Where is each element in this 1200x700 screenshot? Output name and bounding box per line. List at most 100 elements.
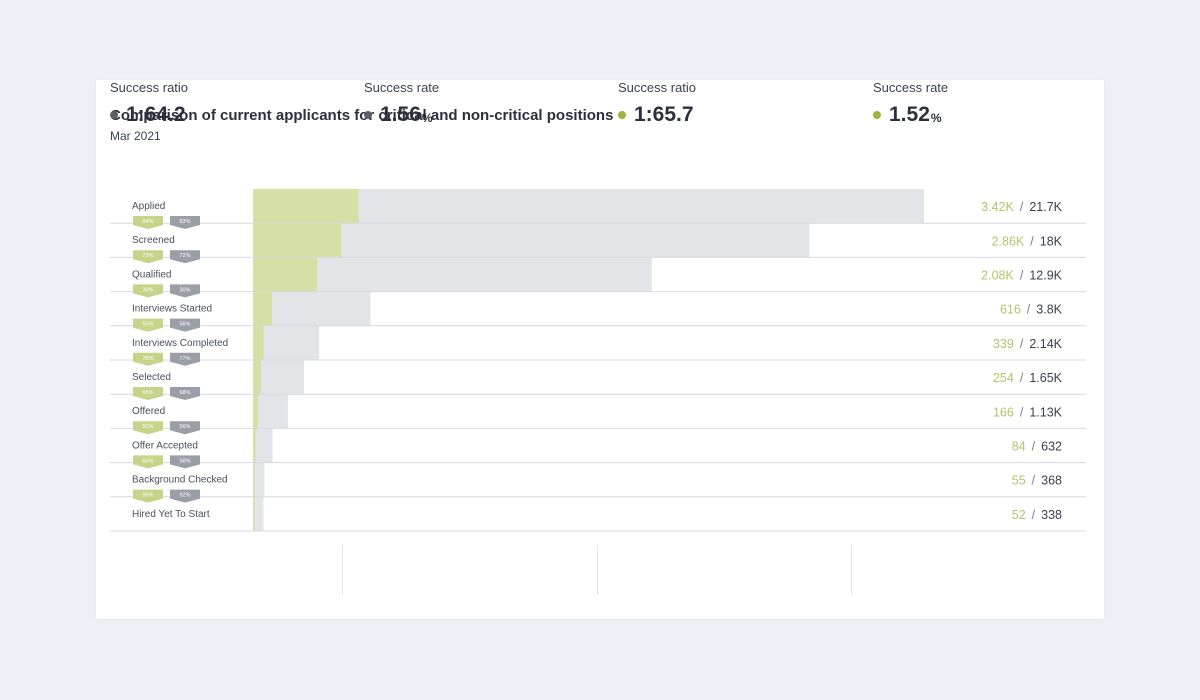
critical-dot-icon — [618, 111, 626, 119]
stage-label: Offer Accepted — [132, 440, 198, 451]
critical-conversion-badge-shape — [133, 216, 163, 229]
total-conversion-badge-label: 72% — [179, 253, 190, 259]
chart-subtitle: Mar 2021 — [110, 129, 161, 143]
critical-bar — [253, 496, 255, 531]
critical-value-label: 55 — [1012, 474, 1026, 488]
stage-label: Qualified — [132, 269, 171, 280]
total-bar — [253, 462, 265, 497]
stat-success-ratio-total: Success ratio 1:64.2 — [110, 80, 188, 136]
total-bar — [253, 394, 288, 429]
stat-success-rate-critical: Success rate 1.52 % — [873, 80, 948, 136]
total-bar — [253, 257, 652, 292]
total-value-label: 368 — [1041, 474, 1062, 488]
stat-success-rate-total: Success rate 1.56 % — [364, 80, 439, 136]
total-conversion-badge-label: 77% — [179, 356, 190, 362]
stat-label: Success rate — [364, 80, 440, 95]
total-value-label: 1.65K — [1029, 371, 1062, 385]
critical-conversion-badge-label: 95% — [142, 493, 153, 499]
total-value-label: 21.7K — [1029, 200, 1062, 214]
stat-divider — [342, 545, 343, 595]
value-separator: / — [1020, 200, 1024, 214]
critical-conversion-badge-label: 75% — [142, 356, 153, 362]
total-value-label: 3.8K — [1036, 303, 1062, 317]
critical-bar — [253, 428, 256, 463]
stat-value: 1:64.2 — [126, 103, 186, 126]
critical-conversion-badge-shape — [133, 352, 163, 366]
critical-value-label: 616 — [1000, 303, 1021, 317]
total-bar — [253, 291, 371, 326]
critical-bar — [253, 189, 359, 224]
total-conversion-badge-label: 30% — [179, 287, 190, 293]
critical-bar — [253, 325, 264, 360]
stage-label: Screened — [132, 235, 175, 246]
stage-label: Background Checked — [132, 475, 228, 486]
value-separator: / — [1032, 440, 1036, 454]
total-conversion-badge-label: 92% — [179, 493, 190, 499]
total-conversion-badge-shape — [170, 489, 200, 503]
value-separator: / — [1020, 371, 1024, 385]
total-bar — [253, 360, 305, 395]
critical-value-label: 52 — [1012, 508, 1026, 522]
critical-conversion-badge-label: 55% — [142, 322, 153, 328]
total-conversion-badge-shape — [170, 216, 200, 229]
stat-label: Success ratio — [110, 80, 189, 95]
critical-conversion-badge-shape — [133, 284, 163, 298]
critical-value-label: 166 — [993, 405, 1014, 419]
critical-conversion-badge-label: 73% — [142, 253, 153, 259]
stat-divider — [597, 545, 598, 595]
total-bar — [253, 223, 810, 258]
stage-label: Hired Yet To Start — [132, 509, 210, 520]
total-value-label: 12.9K — [1029, 269, 1062, 283]
critical-value-label: 2.08K — [981, 269, 1014, 283]
critical-conversion-badge-shape — [133, 489, 163, 503]
critical-bar — [253, 291, 273, 326]
critical-value-label: 2.86K — [992, 234, 1025, 248]
critical-value-label: 84 — [1012, 440, 1026, 454]
funnel-card: Comparison of current applicants for cri… — [96, 80, 1104, 619]
critical-value-label: 254 — [993, 371, 1014, 385]
critical-bar — [253, 223, 342, 258]
chart-title: Comparison of current applicants for cri… — [110, 107, 614, 124]
critical-conversion-badge-shape — [133, 387, 163, 400]
stat-value: 1.56 — [380, 103, 421, 126]
total-conversion-badge-shape — [170, 387, 200, 400]
stat-unit: % — [930, 111, 942, 125]
total-conversion-badge-shape — [170, 421, 200, 435]
stage-label: Interviews Completed — [132, 338, 228, 349]
total-value-label: 338 — [1041, 508, 1062, 522]
critical-conversion-badge-shape — [133, 318, 163, 332]
value-separator: / — [1020, 337, 1024, 351]
critical-bar — [253, 360, 261, 395]
critical-bar — [253, 462, 255, 497]
total-conversion-badge-label: 68% — [179, 390, 190, 396]
total-value-label: 2.14K — [1029, 337, 1062, 351]
total-value-label: 1.13K — [1029, 405, 1062, 419]
total-conversion-badge-label: 56% — [179, 424, 190, 430]
stage-label: Selected — [132, 372, 171, 383]
total-bar — [253, 496, 264, 531]
total-dot-icon — [110, 111, 118, 119]
stat-divider — [851, 545, 852, 595]
stat-value: 1:65.7 — [634, 103, 694, 126]
critical-conversion-badge-label: 65% — [142, 390, 153, 396]
total-conversion-badge-shape — [170, 250, 200, 264]
critical-dot-icon — [873, 111, 881, 119]
stage-label: Interviews Started — [132, 304, 212, 315]
total-bar — [253, 189, 924, 224]
critical-conversion-badge-shape — [133, 421, 163, 435]
total-conversion-badge-label: 58% — [179, 458, 190, 464]
value-separator: / — [1020, 269, 1024, 283]
critical-conversion-badge-label: 65% — [142, 458, 153, 464]
critical-conversion-badge-shape — [133, 250, 163, 264]
value-separator: / — [1020, 405, 1024, 419]
total-dot-icon — [364, 111, 372, 119]
total-value-label: 632 — [1041, 440, 1062, 454]
total-bar — [253, 325, 320, 360]
critical-value-label: 3.42K — [981, 200, 1014, 214]
funnel-chart: Applied 21.7K / 3.42K Screened 18K / 2.86K Quali… — [110, 189, 1086, 532]
total-conversion-badge-label: 56% — [179, 322, 190, 328]
stat-label: Success ratio — [618, 80, 697, 95]
stage-label: Offered — [132, 406, 165, 417]
critical-conversion-badge-label: 84% — [142, 219, 153, 225]
total-conversion-badge-shape — [170, 284, 200, 298]
